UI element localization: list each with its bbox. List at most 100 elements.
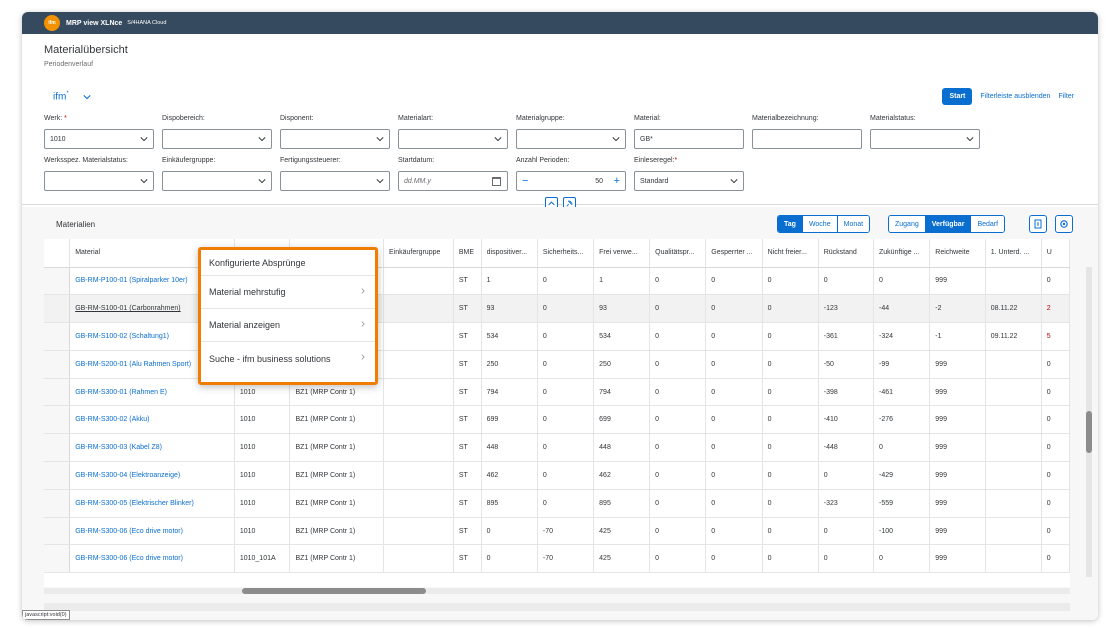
export-button[interactable] xyxy=(1029,215,1047,233)
anzahl-perioden-stepper[interactable]: − 50 + xyxy=(516,171,626,191)
table-cell: -361 xyxy=(818,322,875,351)
period-monat-button[interactable]: Monat xyxy=(837,216,870,232)
einkaeufergruppe-field[interactable] xyxy=(162,171,272,191)
table-row[interactable]: GB-RM-S300-05 (Elektrischer Blinker) 1010… xyxy=(44,489,1070,518)
view-zugang-button[interactable]: Zugang xyxy=(889,216,926,232)
column-header[interactable]: dispositiver... xyxy=(481,239,538,268)
row-selector[interactable] xyxy=(44,544,71,574)
settings-button[interactable] xyxy=(1055,215,1073,233)
column-header[interactable]: Zukünftige ... xyxy=(873,239,931,268)
menu-item-material-mehrstufig[interactable]: Material mehrstufig xyxy=(201,276,375,309)
column-header[interactable]: Gesperrter ... xyxy=(705,239,763,268)
plus-icon[interactable]: + xyxy=(613,175,620,187)
period-woche-button[interactable]: Woche xyxy=(802,216,838,232)
table-cell xyxy=(985,378,1042,407)
table-row[interactable]: GB-RM-S300-02 (Akku) 1010 BZ1 (MRP Contr 1… xyxy=(44,405,1070,435)
column-header[interactable]: BME xyxy=(453,239,482,268)
table-row[interactable]: GB-RM-S300-04 (Elektroanzeige) 1010 BZ1 (M… xyxy=(44,461,1070,490)
table-cell: 1010 xyxy=(234,405,291,435)
materialbezeichnung-input[interactable] xyxy=(752,129,862,149)
table-cell: 0 xyxy=(1041,267,1070,296)
material-link[interactable]: GB-RM-S300-02 (Akku) xyxy=(69,405,235,435)
horizontal-scrollbar[interactable] xyxy=(44,588,1070,594)
fertigungssteuerer-field[interactable] xyxy=(280,171,390,191)
row-selector[interactable] xyxy=(44,350,71,379)
material-link[interactable]: GB-RM-S300-05 (Elektrischer Blinker) xyxy=(69,489,235,518)
menu-item-suche-ifm[interactable]: Suche - ifm business solutions xyxy=(201,342,375,375)
vertical-scroll-thumb[interactable] xyxy=(1086,411,1092,453)
column-header[interactable]: Rückstand xyxy=(818,239,875,268)
column-header[interactable]: 1. Unterd. ... xyxy=(985,239,1042,268)
row-selector[interactable] xyxy=(44,517,71,546)
row-selector[interactable] xyxy=(44,322,71,351)
table-cell: 0 xyxy=(537,350,595,379)
chevron-down-icon[interactable] xyxy=(258,135,266,143)
footer-bar xyxy=(44,603,1070,611)
menu-item-material-anzeigen[interactable]: Material anzeigen xyxy=(201,309,375,342)
menu-item-konfigurierte-absprunge[interactable]: Konfigurierte Absprünge xyxy=(201,250,375,276)
row-selector[interactable] xyxy=(44,267,71,296)
dispobereich-field[interactable] xyxy=(162,129,272,149)
chevron-down-icon[interactable] xyxy=(140,135,148,143)
chevron-down-icon[interactable] xyxy=(376,177,384,185)
einleseregel-field[interactable]: Standard xyxy=(634,171,744,191)
table-cell: 699 xyxy=(481,405,538,435)
table-cell: -276 xyxy=(873,405,931,435)
row-selector[interactable] xyxy=(44,405,71,435)
chevron-down-icon[interactable] xyxy=(612,135,620,143)
column-header[interactable]: U xyxy=(1041,239,1070,268)
startdatum-input[interactable]: dd.MM.y xyxy=(398,171,508,191)
disponent-field[interactable] xyxy=(280,129,390,149)
column-header[interactable]: Sicherheits... xyxy=(537,239,595,268)
material-link[interactable]: GB-RM-S300-06 (Eco drive motor) xyxy=(69,517,235,546)
period-tag-button[interactable]: Tag xyxy=(778,216,803,232)
chevron-down-icon[interactable] xyxy=(140,177,148,185)
chevron-down-icon[interactable] xyxy=(83,93,91,101)
row-selector[interactable] xyxy=(44,433,71,463)
filter-button[interactable]: Filter xyxy=(1058,93,1074,100)
view-bedarf-button[interactable]: Bedarf xyxy=(971,216,1005,232)
row-selector[interactable] xyxy=(44,294,71,324)
view-verfuegbar-button[interactable]: Verfügbar xyxy=(925,216,972,232)
row-selector[interactable] xyxy=(44,461,71,490)
minus-icon[interactable]: − xyxy=(522,175,529,187)
material-link[interactable]: GB-RM-S300-06 (Eco drive motor) xyxy=(69,544,235,574)
column-header[interactable]: Einkäufergruppe xyxy=(383,239,454,268)
pin-header-button[interactable] xyxy=(563,197,576,209)
material-input[interactable]: GB* xyxy=(634,129,744,149)
row-selector[interactable] xyxy=(44,489,71,518)
table-cell: 1010 xyxy=(234,489,291,518)
anzahl-perioden-label: Anzahl Perioden: xyxy=(516,157,570,164)
start-button[interactable]: Start xyxy=(942,88,973,105)
hide-filterbar-button[interactable]: Filterleiste ausblenden xyxy=(980,93,1051,100)
column-header[interactable]: Reichweite xyxy=(929,239,986,268)
horizontal-scroll-thumb[interactable] xyxy=(242,588,426,594)
chevron-down-icon[interactable] xyxy=(494,135,502,143)
chevron-down-icon[interactable] xyxy=(730,177,738,185)
table-cell: 0 xyxy=(649,294,707,324)
materialgruppe-field[interactable] xyxy=(516,129,626,149)
materialart-field[interactable] xyxy=(398,129,508,149)
variant-name[interactable]: ifm xyxy=(53,91,67,103)
column-header[interactable]: Qualitätspr... xyxy=(649,239,707,268)
chevron-down-icon[interactable] xyxy=(966,135,974,143)
calendar-icon[interactable] xyxy=(492,177,501,186)
column-header[interactable]: Frei verwe... xyxy=(593,239,651,268)
table-row[interactable]: GB-RM-S300-06 (Eco drive motor) 1010_101A… xyxy=(44,544,1070,574)
material-link[interactable]: GB-RM-S300-03 (Kabel Z8) xyxy=(69,433,235,463)
table-row[interactable]: GB-RM-P100-01 (Spiralparker 10er) ST 1 0 1 0 0… xyxy=(44,267,1070,296)
chevron-down-icon[interactable] xyxy=(258,177,266,185)
vertical-scrollbar[interactable] xyxy=(1086,267,1092,577)
material-link[interactable]: GB-RM-S300-04 (Elektroanzeige) xyxy=(69,461,235,490)
table-row[interactable]: GB-RM-S300-06 (Eco drive motor) 1010 BZ1 (… xyxy=(44,517,1070,546)
werk-field[interactable]: 1010 xyxy=(44,129,154,149)
table-row[interactable]: GB-RM-S300-03 (Kabel Z8) 1010 BZ1 (MRP Con… xyxy=(44,433,1070,463)
ifm-logo[interactable]: ifm xyxy=(44,15,60,31)
row-selector[interactable] xyxy=(44,378,71,407)
variant-selector[interactable]: ifm* xyxy=(53,91,69,102)
column-header[interactable]: Nicht freier... xyxy=(762,239,819,268)
materialstatus-field[interactable] xyxy=(870,129,980,149)
chevron-down-icon[interactable] xyxy=(376,135,384,143)
werksspez-field[interactable] xyxy=(44,171,154,191)
chevron-right-icon xyxy=(361,288,365,294)
